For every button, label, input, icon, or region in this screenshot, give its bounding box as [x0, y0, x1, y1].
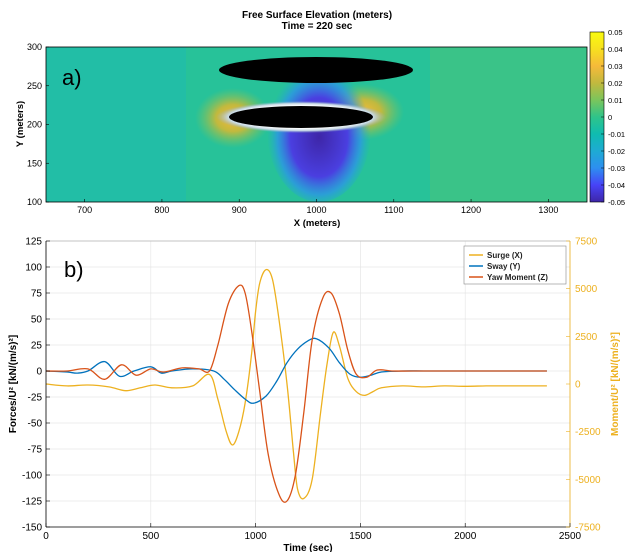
heatmap-x-tick-label: 1100 [384, 205, 403, 215]
heatmap-shade-left [46, 47, 186, 202]
linechart-y-tick-label: -100 [22, 471, 42, 482]
linechart-x-tick-label: 1000 [244, 531, 267, 542]
heatmap-x-tick-label: 1300 [538, 205, 558, 215]
heatmap-subtitle: Time = 220 sec [282, 21, 353, 32]
heatmap-x-tick-label: 1200 [461, 205, 481, 215]
heatmap-x-ticks: 700 800 900 1000 1100 1200 1300 [77, 199, 558, 215]
linechart-y2-tick-label: -7500 [575, 523, 601, 534]
linechart-y2-ticks: 7500 5000 2500 0 -2500 -5000 -7500 [566, 237, 601, 534]
linechart-y-tick-label: -75 [28, 445, 43, 456]
linechart-y-tick-label: 25 [31, 341, 43, 352]
heatmap-shade-right [430, 47, 587, 202]
colorbar-tick-label: -0.02 [608, 147, 625, 156]
colorbar-tick-label: 0.04 [608, 45, 623, 54]
colorbar-tick-label: 0.01 [608, 96, 623, 105]
series-line-surge-x [46, 268, 547, 500]
colorbar-ticks: 0.05 0.04 0.03 0.02 0.01 0 -0.01 -0.02 -0.03 -0.0… [601, 28, 625, 207]
colorbar-tick-label: 0 [608, 113, 612, 122]
linechart-x-ticks: 0 500 1000 1500 2000 2500 [43, 523, 582, 542]
linechart-y-tick-label: 75 [31, 289, 43, 300]
linechart-plot-area [46, 241, 570, 527]
linechart-xlabel: Time (sec) [283, 543, 332, 552]
linechart-y2-tick-label: -5000 [575, 475, 601, 486]
linechart-y2-tick-label: -2500 [575, 427, 601, 438]
colorbar-tick-label: -0.05 [608, 198, 625, 207]
ellipse-black-mid [229, 106, 373, 128]
linechart-y-ticks: 125 100 75 50 25 0 -25 -50 -75 -100 -125 -150 [22, 237, 50, 534]
heatmap-x-tick-label: 900 [232, 205, 247, 215]
linechart-y2label: Moment/U² [kN/(m/s)²] [610, 332, 621, 436]
heatmap-y-tick-label: 100 [27, 197, 42, 207]
legend: Surge (X) Sway (Y) Yaw Moment (Z) [463, 245, 567, 285]
heatmap-plot-area [46, 47, 587, 202]
heatmap-y-tick-label: 200 [27, 120, 42, 130]
linechart-y-tick-label: 125 [25, 237, 42, 248]
linechart-panel-label: b) [64, 257, 84, 282]
linechart-ylabel: Forces/U² [kN/(m/s)²] [8, 335, 19, 433]
series-line-yaw-moment-z [46, 284, 547, 503]
linechart-y-tick-label: -25 [28, 393, 43, 404]
colorbar-tick-label: 0.05 [608, 28, 623, 37]
ellipse-black-top [219, 57, 413, 83]
heatmap-x-tick-label: 800 [154, 205, 169, 215]
heatmap-y-tick-label: 300 [27, 42, 42, 52]
legend-items: Surge (X) Sway (Y) Yaw Moment (Z) [469, 251, 548, 282]
linechart-y-tick-label: 100 [25, 263, 42, 274]
colorbar-tick-label: -0.01 [608, 130, 625, 139]
colorbar-tick-label: 0.03 [608, 62, 623, 71]
linechart-y-tick-label: -50 [28, 419, 43, 430]
heatmap-panel-label: a) [62, 65, 82, 90]
heatmap-y-ticks: 100 150 200 250 300 [27, 42, 49, 207]
heatmap-title: Free Surface Elevation (meters) [242, 10, 392, 21]
heatmap-y-tick-label: 150 [27, 158, 42, 168]
heatmap-ylabel: Y (meters) [15, 101, 26, 147]
linechart-y2-tick-label: 0 [575, 380, 581, 391]
colorbar-tick-label: 0.02 [608, 79, 623, 88]
legend-label: Yaw Moment (Z) [487, 273, 548, 282]
linechart-y2-tick-label: 7500 [575, 237, 598, 248]
linechart-x-tick-label: 0 [43, 531, 49, 542]
linechart-y2-tick-label: 5000 [575, 284, 598, 295]
linechart-y-tick-label: 50 [31, 315, 43, 326]
legend-label: Surge (X) [487, 251, 523, 260]
colorbar-tick-label: -0.04 [608, 181, 625, 190]
linechart-y-tick-label: -125 [22, 497, 42, 508]
linechart-x-tick-label: 2500 [559, 531, 582, 542]
linechart-y2-tick-label: 2500 [575, 332, 598, 343]
heatmap-x-tick-label: 1000 [306, 205, 326, 215]
linechart-series [46, 268, 547, 503]
heatmap-xlabel: X (meters) [294, 218, 340, 229]
heatmap-y-tick-label: 250 [27, 81, 42, 91]
linechart-x-tick-label: 1500 [349, 531, 372, 542]
heatmap-x-tick-label: 700 [77, 205, 92, 215]
linechart-x-tick-label: 2000 [454, 531, 477, 542]
linechart-y-tick-label: 0 [36, 367, 42, 378]
linechart-y-tick-label: -150 [22, 523, 42, 534]
linechart-x-tick-label: 500 [142, 531, 159, 542]
colorbar-tick-label: -0.03 [608, 164, 625, 173]
legend-label: Sway (Y) [487, 262, 521, 271]
